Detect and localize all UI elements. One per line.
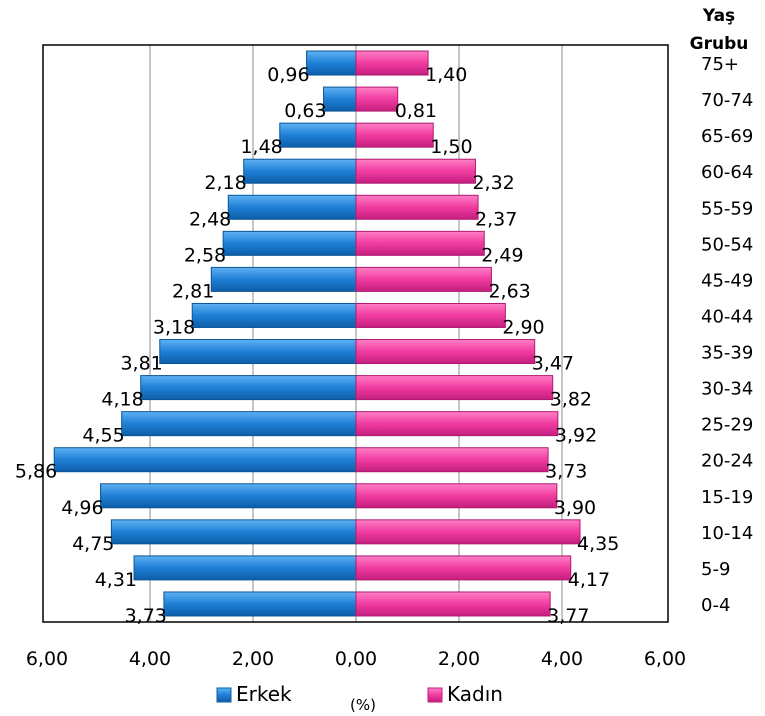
category-label: 30-34	[701, 379, 753, 400]
plot-area-border	[42, 44, 669, 623]
x-tick-label: 4,00	[129, 648, 171, 670]
bar-erkek	[163, 591, 357, 617]
bar-erkek	[110, 519, 357, 545]
data-label-kadin: 3,92	[555, 425, 597, 447]
legend-swatch-erkek	[216, 687, 232, 703]
x-tick-label: 2,00	[438, 648, 480, 670]
data-label-erkek: 4,75	[72, 533, 114, 555]
data-label-erkek: 4,96	[61, 497, 103, 519]
bar-kadin	[355, 194, 479, 220]
bar-erkek	[191, 302, 357, 328]
bar-erkek	[100, 483, 357, 509]
category-label: 40-44	[701, 306, 753, 327]
bar-erkek	[133, 555, 357, 581]
bar-erkek	[243, 158, 357, 184]
bar-erkek	[222, 230, 357, 256]
data-label-kadin: 3,82	[550, 389, 592, 411]
x-tick-label: 4,00	[541, 648, 583, 670]
data-label-erkek: 4,18	[101, 389, 143, 411]
bar-kadin	[355, 158, 476, 184]
data-label-kadin: 3,73	[545, 461, 587, 483]
data-label-erkek: 3,81	[120, 353, 162, 375]
bar-kadin	[355, 375, 554, 401]
data-label-erkek: 4,31	[95, 569, 137, 591]
data-label-erkek: 0,63	[284, 100, 326, 122]
category-label: 50-54	[701, 234, 753, 255]
legend-label-kadin: Kadın	[447, 682, 503, 706]
data-label-erkek: 4,55	[82, 425, 124, 447]
data-label-kadin: 3,90	[554, 497, 596, 519]
bar-erkek	[121, 411, 357, 437]
data-label-kadin: 3,47	[532, 353, 574, 375]
data-label-kadin: 3,77	[547, 605, 589, 627]
x-tick-label: 6,00	[644, 648, 686, 670]
category-label: 60-64	[701, 162, 753, 183]
x-tick-label: 2,00	[232, 648, 274, 670]
bar-kadin	[355, 122, 434, 148]
bar-erkek	[53, 447, 357, 473]
category-label: 35-39	[701, 343, 753, 364]
data-label-kadin: 1,40	[425, 64, 467, 86]
bar-kadin	[355, 50, 429, 76]
data-label-erkek: 0,96	[267, 64, 309, 86]
data-label-erkek: 5,86	[15, 461, 57, 483]
bar-kadin	[355, 519, 581, 545]
data-label-erkek: 2,58	[184, 244, 226, 266]
data-label-erkek: 3,18	[153, 316, 195, 338]
bar-erkek	[227, 194, 357, 220]
category-label: 55-59	[701, 198, 753, 219]
legend-label-erkek: Erkek	[236, 682, 292, 706]
data-label-kadin: 0,81	[395, 100, 437, 122]
bar-kadin	[355, 555, 572, 581]
category-label: 45-49	[701, 270, 753, 291]
data-label-erkek: 2,48	[189, 208, 231, 230]
bar-kadin	[355, 266, 492, 292]
data-label-erkek: 1,48	[240, 136, 282, 158]
data-label-kadin: 2,63	[488, 280, 530, 302]
x-tick-label: 6,00	[26, 648, 68, 670]
data-label-erkek: 2,18	[204, 172, 246, 194]
legend-swatch-kadin	[427, 687, 443, 703]
bar-erkek	[210, 266, 357, 292]
bar-erkek	[323, 86, 357, 112]
bar-erkek	[306, 50, 357, 76]
data-label-kadin: 2,32	[472, 172, 514, 194]
category-label: 20-24	[701, 451, 753, 472]
bar-kadin	[355, 230, 485, 256]
bar-kadin	[355, 483, 558, 509]
data-label-kadin: 2,90	[502, 316, 544, 338]
data-label-kadin: 1,50	[430, 136, 472, 158]
bar-erkek	[140, 375, 357, 401]
x-axis-label: (%)	[350, 696, 376, 714]
bar-erkek	[279, 122, 357, 148]
category-label: 10-14	[701, 523, 753, 544]
data-label-kadin: 2,37	[475, 208, 517, 230]
right-axis-title-line2: Grubu	[690, 34, 749, 54]
category-label: 65-69	[701, 126, 753, 147]
category-label: 0-4	[701, 595, 730, 616]
category-label: 5-9	[701, 559, 730, 580]
data-label-kadin: 4,35	[577, 533, 619, 555]
bar-kadin	[355, 302, 506, 328]
legend: Erkek (%) Kadın	[216, 682, 503, 714]
data-label-erkek: 3,73	[125, 605, 167, 627]
bar-kadin	[355, 411, 559, 437]
bar-kadin	[355, 339, 536, 365]
bar-kadin	[355, 447, 549, 473]
category-label: 70-74	[701, 90, 753, 111]
category-label: 15-19	[701, 487, 753, 508]
right-axis-title-line1: Yaş	[702, 6, 735, 26]
bar-kadin	[355, 86, 399, 112]
category-label: 75+	[701, 54, 739, 75]
bar-kadin	[355, 591, 551, 617]
data-label-kadin: 4,17	[568, 569, 610, 591]
data-label-kadin: 2,49	[481, 244, 523, 266]
category-label: 25-29	[701, 415, 753, 436]
x-tick-label: 0,00	[335, 648, 377, 670]
bar-erkek	[159, 339, 357, 365]
data-label-erkek: 2,81	[172, 280, 214, 302]
